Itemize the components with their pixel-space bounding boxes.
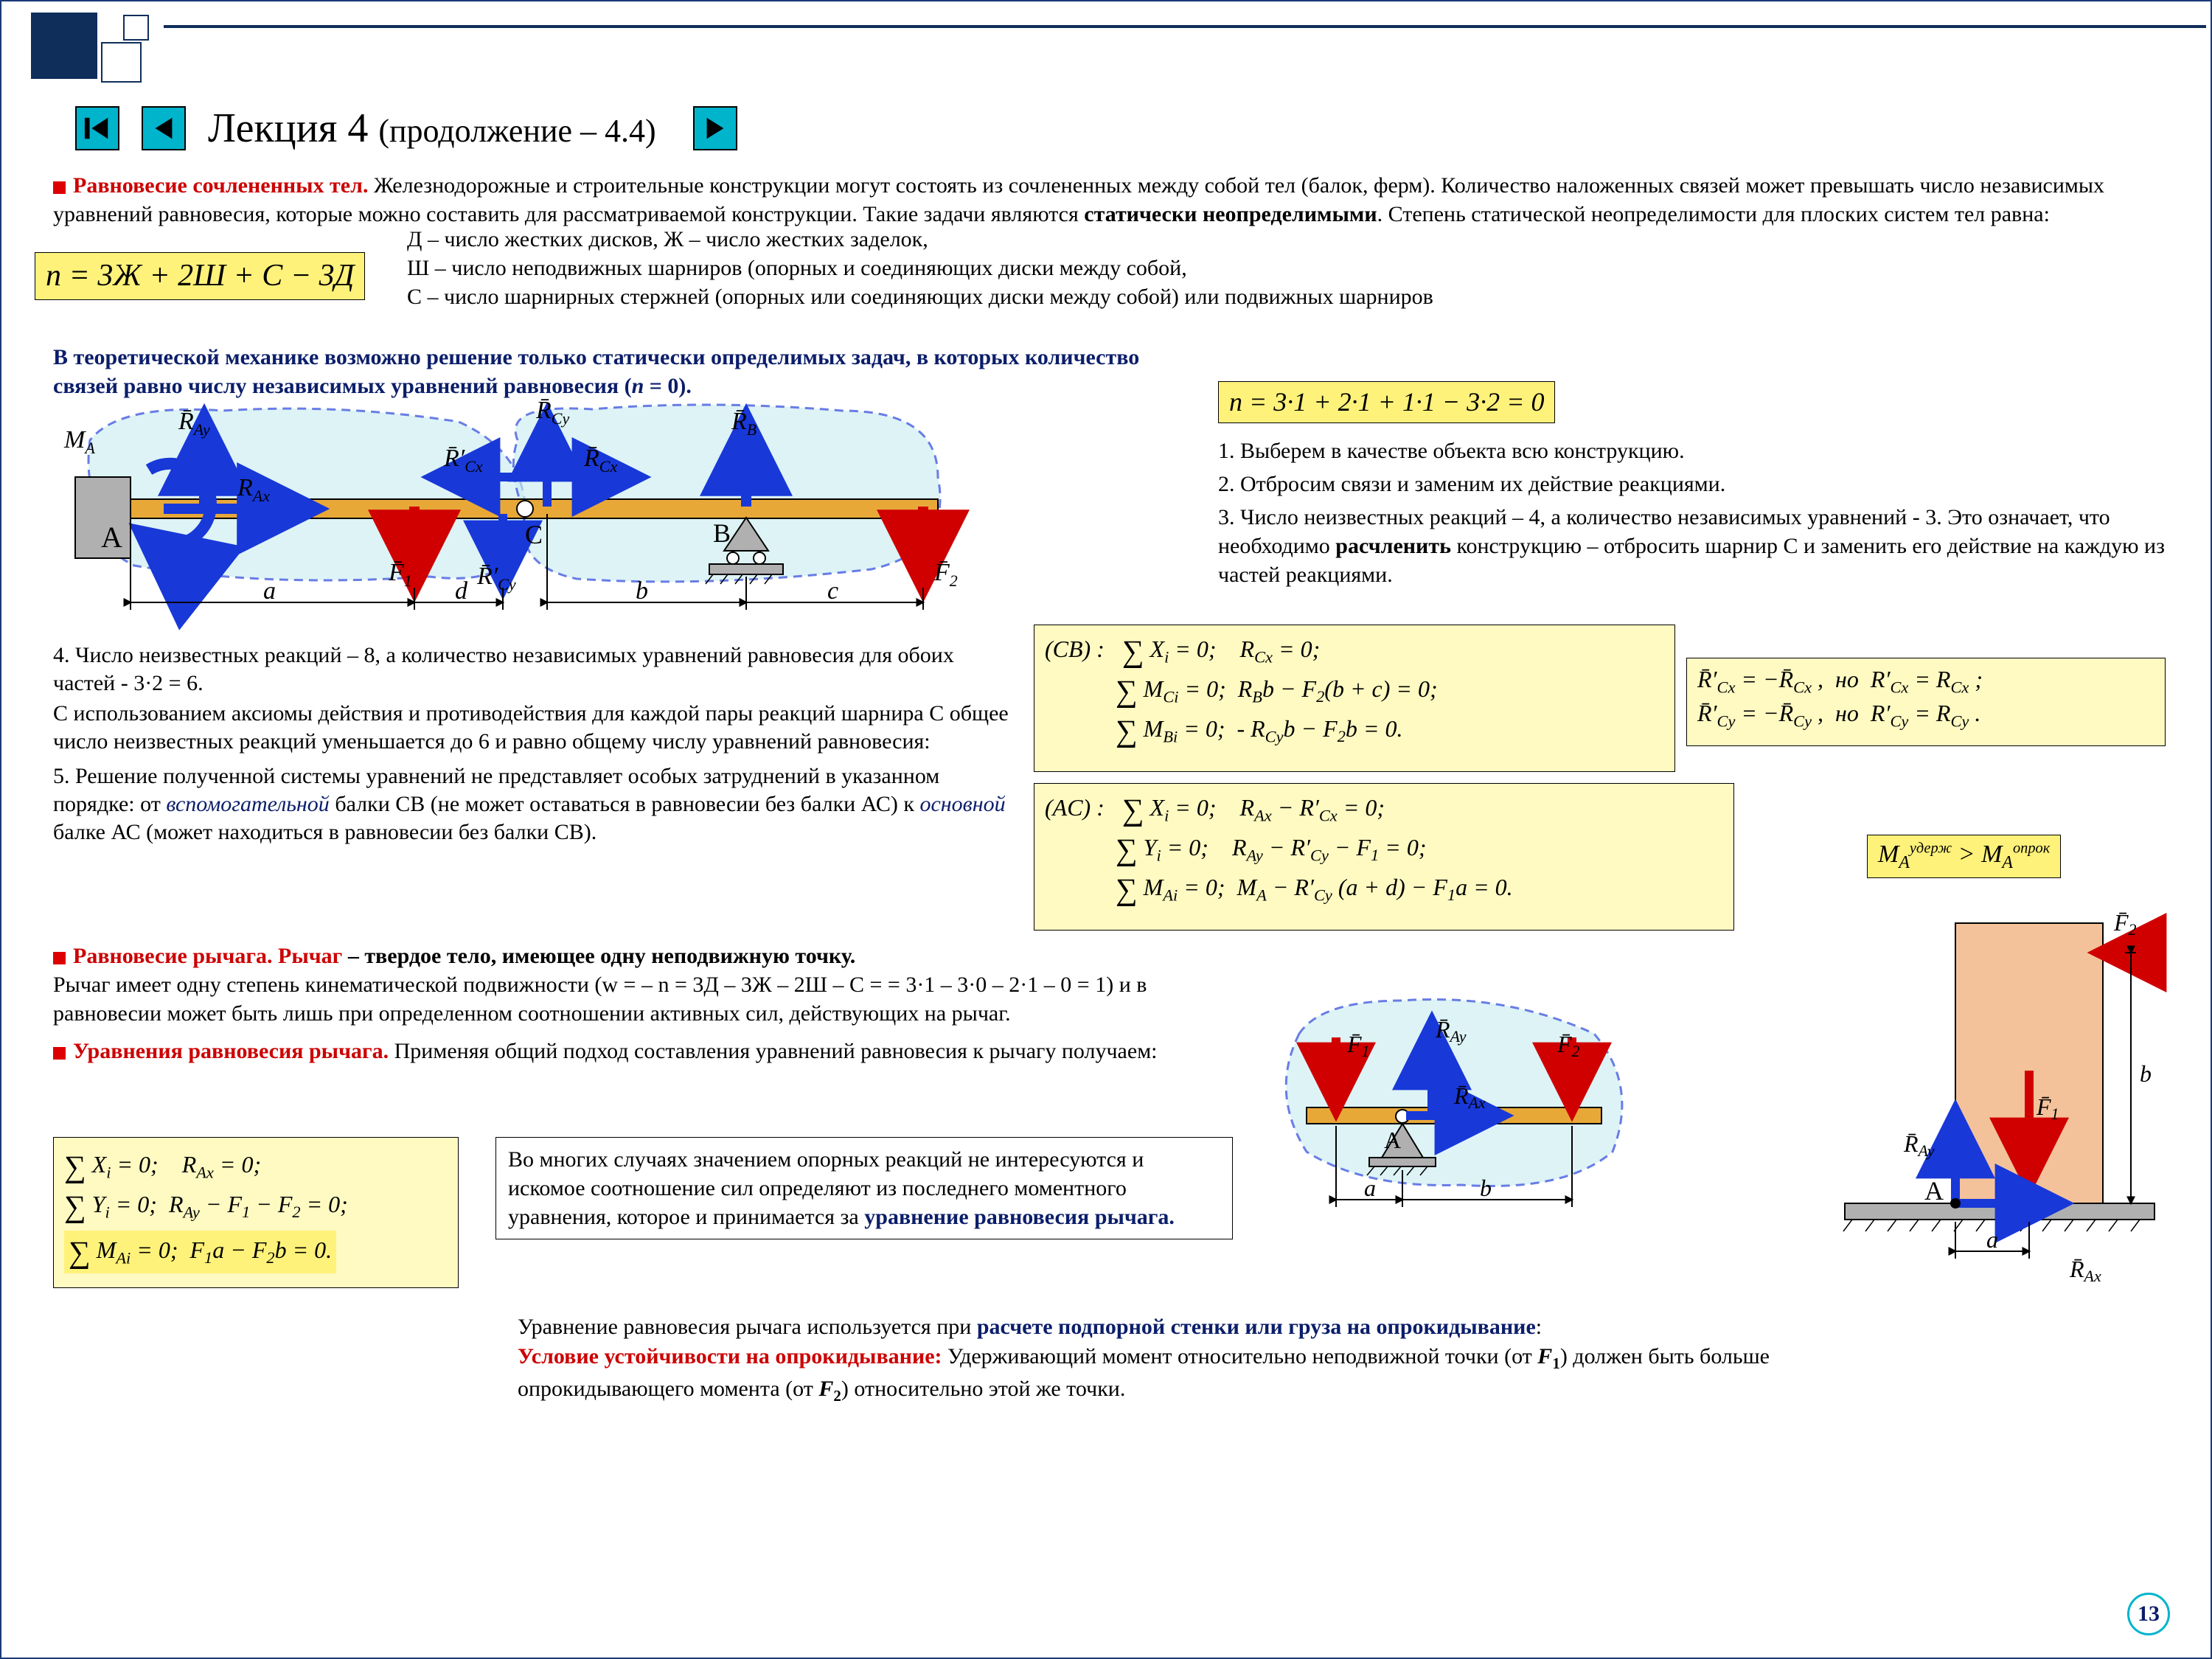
wall-diagram: F̄2 F̄1 R̄Ay R̄Ax A b a (1808, 886, 2169, 1307)
step-4: 4. Число неизвестных реакций – 8, а коли… (53, 641, 1012, 698)
step-4b: С использованием аксиомы действия и прот… (53, 700, 1012, 757)
svg-text:b: b (2140, 1060, 2152, 1087)
svg-text:MA: MA (63, 426, 95, 457)
lecture-title: Лекция 4 (продолжение – 4.4) (208, 105, 656, 152)
title-row: Лекция 4 (продолжение – 4.4) (75, 105, 737, 152)
svg-text:A: A (1924, 1176, 1944, 1206)
note-box: Во многих случаях значением опорных реак… (495, 1137, 1233, 1239)
step-5: 5. Решение полученной системы уравнений … (53, 762, 1012, 847)
lever-eq-heading: Уравнения равновесия рычага. Применяя об… (53, 1037, 1233, 1065)
eq-box-lever: ∑ Xi = 0; RAx = 0; ∑ Yi = 0; RAy − F1 − … (53, 1137, 459, 1288)
eq-box-rc: R̄′Cx = −R̄Cx , но R′Cx = RCx ; R̄′Cy = … (1686, 658, 2166, 746)
formula-n: n = 3Ж + 2Ш + С − 3Д (35, 252, 365, 300)
svg-text:R̄′Cy: R̄′Cy (476, 563, 516, 594)
svg-text:a: a (1986, 1226, 1998, 1253)
step-1: 1. Выберем в качестве объекта всю констр… (1218, 437, 2170, 465)
nav-prev-button[interactable] (142, 106, 186, 150)
page-number: 13 (2127, 1593, 2170, 1635)
svg-text:c: c (827, 577, 838, 605)
eq-box-cb: (CB) : ∑ Xi = 0; RCx = 0; ∑ MCi = 0; RBb… (1034, 625, 1675, 772)
step-3: 3. Число неизвестных реакций – 4, а коли… (1218, 503, 2170, 589)
svg-text:F̄2: F̄2 (933, 559, 958, 590)
footer-line2: Условие устойчивости на опрокидывание: У… (518, 1342, 1771, 1407)
svg-text:R̄Cy: R̄Cy (535, 397, 569, 428)
footer-line1: Уравнение равновесия рычага используется… (518, 1312, 1771, 1342)
lever-diagram: F̄1 F̄2 R̄Ay R̄Ax A a b (1248, 982, 1646, 1255)
lever-heading-row: Равновесие рычага. Рычаг – твердое тело,… (53, 942, 1233, 970)
nav-next-button[interactable] (693, 106, 737, 150)
moment-inequality: MAудерж > MAопрок (1867, 835, 2061, 878)
eq-box-ac: (AC) : ∑ Xi = 0; RAx − R′Cx = 0; ∑ Yi = … (1034, 783, 1734, 931)
blue-statement: В теоретической механике возможно решени… (53, 343, 1196, 400)
svg-text:d: d (455, 577, 468, 605)
svg-text:a: a (1364, 1175, 1376, 1201)
svg-text:C: C (525, 520, 543, 549)
svg-text:A: A (101, 521, 122, 554)
svg-text:b: b (1480, 1175, 1492, 1201)
svg-text:F̄2: F̄2 (2113, 909, 2137, 939)
nav-first-button[interactable] (75, 106, 119, 150)
step-2: 2. Отбросим связи и заменим их действие … (1218, 470, 2170, 498)
svg-text:R̄Ax: R̄Ax (2069, 1256, 2101, 1285)
svg-text:R̄Ay: R̄Ay (1903, 1130, 1935, 1160)
svg-text:a: a (263, 577, 276, 605)
svg-text:b: b (636, 577, 648, 605)
formula-n-calc: n = 3·1 + 2·1 + 1·1 − 3·2 = 0 (1218, 381, 1555, 423)
svg-text:B: B (713, 518, 731, 548)
legend-text: Д – число жестких дисков, Ж – число жест… (407, 225, 1433, 311)
svg-text:A: A (1384, 1127, 1401, 1153)
beam-diagram: MA R̄Ay RAx R̄Cy R̄′Cx R̄Cx R̄′Cy R̄B F̄… (46, 396, 975, 632)
lever-body: Рычаг имеет одну степень кинематической … (53, 970, 1233, 1028)
intro-paragraph: Равновесие сочлененных тел. Железнодорож… (53, 171, 2170, 229)
